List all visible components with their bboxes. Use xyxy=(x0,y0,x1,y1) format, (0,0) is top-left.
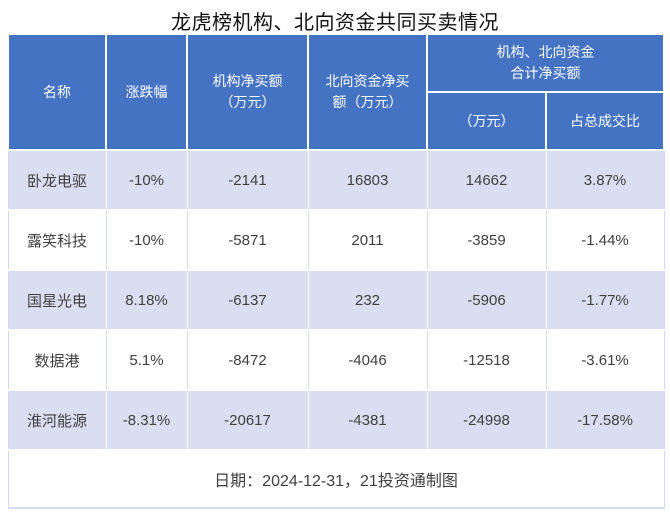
col-header-combined-amount: （万元） xyxy=(426,91,547,151)
table-row: 国星光电 8.18% -6137 232 -5906 -1.77% xyxy=(7,269,665,331)
col-header-name: 名称 xyxy=(7,33,107,151)
cell-north-net-buy: -4046 xyxy=(307,329,428,391)
cell-change: -10% xyxy=(105,149,188,211)
table-footer-row: 日期：2024-12-31，21投资通制图 xyxy=(7,449,665,509)
cell-name: 卧龙电驱 xyxy=(7,149,107,211)
cell-combined-amount: -3859 xyxy=(426,209,547,271)
data-table: 名称 涨跌幅 机构净买额 （万元） 北向资金净买 额（万元） 机构、北向资金 合… xyxy=(7,33,665,509)
page-title: 龙虎榜机构、北向资金共同买卖情况 xyxy=(171,12,499,34)
cell-north-net-buy: 16803 xyxy=(307,149,428,211)
col-header-north-net-buy: 北向资金净买 额（万元） xyxy=(307,33,428,151)
cell-name: 露笑科技 xyxy=(7,209,107,271)
cell-combined-ratio: -1.44% xyxy=(545,209,665,271)
cell-combined-ratio: -17.58% xyxy=(545,389,665,451)
cell-change: -8.31% xyxy=(105,389,188,451)
cell-inst-net-buy: -6137 xyxy=(186,269,309,331)
col-header-combined-group: 机构、北向资金 合计净买额 xyxy=(426,33,665,93)
cell-combined-ratio: -3.61% xyxy=(545,329,665,391)
table-row: 露笑科技 -10% -5871 2011 -3859 -1.44% xyxy=(7,209,665,271)
cell-inst-net-buy: -20617 xyxy=(186,389,309,451)
table-row: 淮河能源 -8.31% -20617 -4381 -24998 -17.58% xyxy=(7,389,665,451)
table-header: 名称 涨跌幅 机构净买额 （万元） 北向资金净买 额（万元） 机构、北向资金 合… xyxy=(7,33,665,151)
cell-north-net-buy: 2011 xyxy=(307,209,428,271)
cell-change: 5.1% xyxy=(105,329,188,391)
cell-change: -10% xyxy=(105,209,188,271)
cell-combined-amount: -24998 xyxy=(426,389,547,451)
cell-combined-amount: -5906 xyxy=(426,269,547,331)
cell-inst-net-buy: -5871 xyxy=(186,209,309,271)
cell-combined-amount: -12518 xyxy=(426,329,547,391)
cell-combined-amount: 14662 xyxy=(426,149,547,211)
cell-name: 国星光电 xyxy=(7,269,107,331)
col-header-change: 涨跌幅 xyxy=(105,33,188,151)
cell-north-net-buy: -4381 xyxy=(307,389,428,451)
cell-inst-net-buy: -2141 xyxy=(186,149,309,211)
table-row: 卧龙电驱 -10% -2141 16803 14662 3.87% xyxy=(7,149,665,211)
col-header-combined-ratio: 占总成交比 xyxy=(545,91,665,151)
table-footer-note: 日期：2024-12-31，21投资通制图 xyxy=(7,449,665,509)
table-row: 数据港 5.1% -8472 -4046 -12518 -3.61% xyxy=(7,329,665,391)
col-header-inst-net-buy: 机构净买额 （万元） xyxy=(186,33,309,151)
cell-north-net-buy: 232 xyxy=(307,269,428,331)
cell-change: 8.18% xyxy=(105,269,188,331)
cell-combined-ratio: 3.87% xyxy=(545,149,665,211)
cell-name: 数据港 xyxy=(7,329,107,391)
cell-inst-net-buy: -8472 xyxy=(186,329,309,391)
cell-name: 淮河能源 xyxy=(7,389,107,451)
cell-combined-ratio: -1.77% xyxy=(545,269,665,331)
